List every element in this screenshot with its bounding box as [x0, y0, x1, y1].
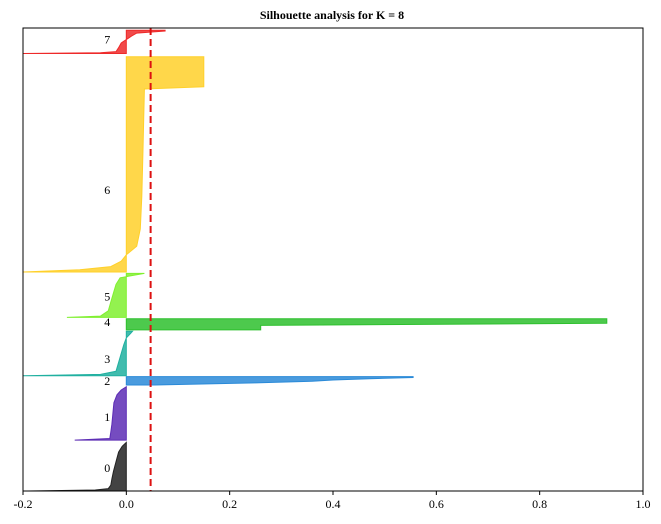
cluster-1-silhouette [74, 385, 127, 441]
cluster-6-silhouette [22, 56, 205, 273]
cluster-label-6: 6 [104, 183, 110, 197]
x-tick-label: 0.2 [222, 497, 237, 511]
cluster-label-4: 4 [104, 315, 110, 329]
cluster-label-7: 7 [104, 33, 110, 47]
cluster-7-silhouette [22, 29, 166, 54]
cluster-0-silhouette [28, 441, 127, 492]
x-tick-label: 1.0 [636, 497, 651, 511]
x-axis: -0.2 0.0 0.2 0.4 0.6 0.8 1.0 [14, 491, 651, 511]
cluster-label-0: 0 [104, 461, 110, 475]
x-tick-label: 0.8 [532, 497, 547, 511]
cluster-label-3: 3 [104, 352, 110, 366]
cluster-2-silhouette [125, 376, 414, 386]
x-tick-label: 0.0 [119, 497, 134, 511]
x-tick-label: 0.6 [429, 497, 444, 511]
cluster-label-2: 2 [104, 374, 110, 388]
cluster-label-1: 1 [104, 410, 110, 424]
x-tick-label: 0.4 [326, 497, 341, 511]
x-tick-label: -0.2 [14, 497, 33, 511]
cluster-3-silhouette [22, 330, 134, 377]
chart-title: Silhouette analysis for K = 8 [260, 8, 404, 22]
cluster-5-silhouette [66, 272, 145, 318]
cluster-label-5: 5 [104, 290, 110, 304]
silhouette-clusters: 0 1 2 3 4 5 6 7 [22, 29, 608, 492]
cluster-4-silhouette [125, 318, 608, 331]
